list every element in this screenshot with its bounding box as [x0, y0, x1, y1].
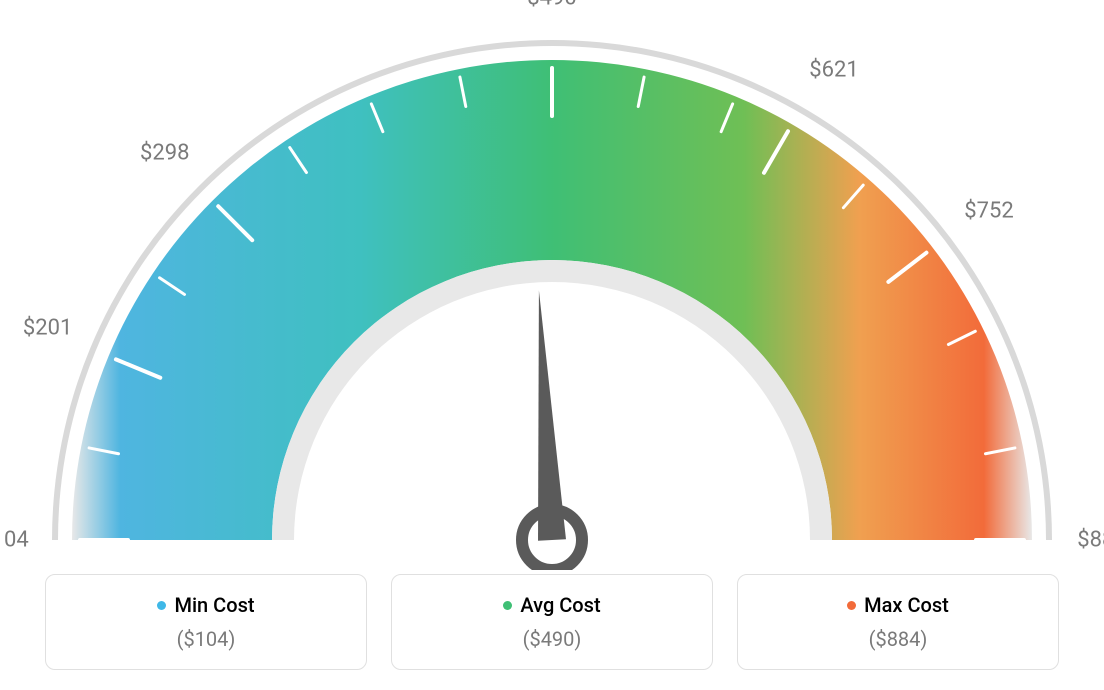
- legend-avg-cost: Avg Cost ($490): [391, 574, 713, 670]
- legend-row: Min Cost ($104) Avg Cost ($490) Max Cost…: [0, 574, 1104, 670]
- legend-min-label: Min Cost: [174, 593, 254, 617]
- gauge-area: $104 $201 $298 $490 $621 $752 $884: [0, 0, 1104, 570]
- legend-avg-label: Avg Cost: [520, 593, 600, 617]
- gauge-tick-label: $298: [140, 140, 189, 165]
- dot-icon: [847, 601, 856, 610]
- legend-min-value: ($104): [46, 627, 366, 651]
- gauge-tick-label: $490: [527, 0, 576, 11]
- legend-max-value: ($884): [738, 627, 1058, 651]
- legend-max-cost: Max Cost ($884): [737, 574, 1059, 670]
- legend-min-title: Min Cost: [157, 593, 254, 617]
- legend-avg-title: Avg Cost: [503, 593, 600, 617]
- legend-max-label: Max Cost: [864, 593, 949, 617]
- cost-gauge-chart: $104 $201 $298 $490 $621 $752 $884 Min Cost ($…: [0, 0, 1104, 690]
- dot-icon: [503, 601, 512, 610]
- legend-avg-value: ($490): [392, 627, 712, 651]
- gauge-tick-label: $104: [0, 528, 29, 553]
- gauge-tick-label: $621: [809, 58, 858, 83]
- gauge-tick-label: $752: [964, 198, 1013, 223]
- legend-min-cost: Min Cost ($104): [45, 574, 367, 670]
- gauge-tick-label: $884: [1077, 528, 1104, 553]
- legend-max-title: Max Cost: [847, 593, 949, 617]
- gauge-svg: [0, 0, 1104, 570]
- gauge-tick-label: $201: [23, 315, 72, 340]
- dot-icon: [157, 601, 166, 610]
